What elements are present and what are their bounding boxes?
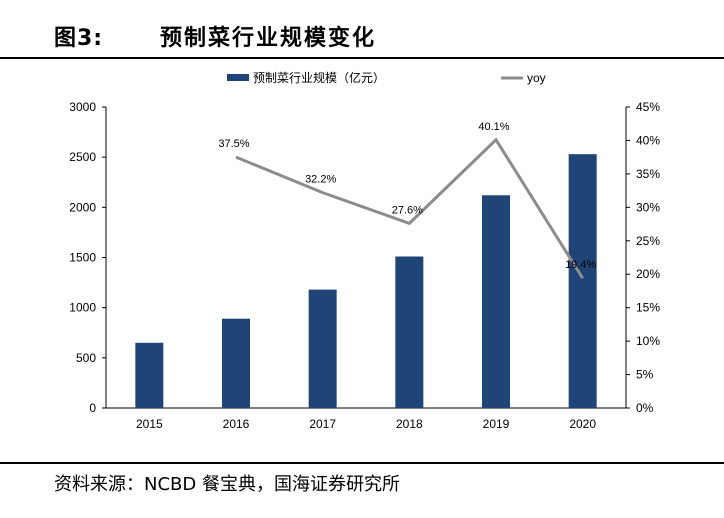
x-tick-label: 2016	[223, 417, 250, 431]
y-tick-label-right: 40%	[636, 133, 660, 147]
figure-label: 图3:	[54, 26, 104, 51]
y-tick-label-right: 15%	[636, 301, 660, 315]
legend-label-bar: 预制菜行业规模（亿元）	[253, 70, 385, 85]
data-label: 19.4%	[565, 259, 596, 271]
bar	[308, 289, 337, 408]
data-label: 27.6%	[392, 204, 423, 216]
x-tick-label: 2018	[396, 417, 423, 431]
y-tick-label-right: 35%	[636, 167, 660, 181]
x-tick-label: 2019	[483, 417, 510, 431]
legend-label-line: yoy	[527, 71, 546, 85]
bar	[482, 195, 510, 408]
x-tick-label: 2020	[569, 417, 596, 431]
header-rule	[0, 57, 724, 59]
y-tick-label-right: 20%	[636, 267, 660, 281]
y-tick-label-left: 2000	[69, 200, 96, 214]
y-tick-label-right: 5%	[636, 368, 654, 382]
yoy-line	[235, 137, 584, 280]
y-tick-label-right: 45%	[636, 100, 660, 114]
data-label: 40.1%	[478, 121, 509, 133]
bar	[222, 318, 250, 408]
bar	[135, 342, 164, 408]
y-tick-label-right: 0%	[636, 401, 654, 415]
y-tick-label-right: 10%	[636, 334, 660, 348]
x-tick-label: 2017	[309, 417, 336, 431]
source-note: 资料来源：NCBD 餐宝典，国海证券研究所	[54, 474, 400, 495]
bar	[395, 256, 424, 408]
x-tick-label: 2015	[136, 417, 163, 431]
bar	[568, 154, 597, 408]
y-tick-label-right: 25%	[636, 234, 660, 248]
y-tick-label-left: 1500	[69, 251, 96, 265]
legend-swatch-bar	[227, 74, 249, 81]
y-tick-label-left: 2500	[69, 150, 96, 164]
y-tick-label-right: 30%	[636, 200, 660, 214]
data-label: 37.5%	[218, 138, 249, 150]
y-tick-label-left: 0	[89, 401, 96, 415]
chart: 0 500 1000 1500 2000 2500 3000 0% 5% 10% 15% 20% 25%…	[69, 70, 660, 431]
y-tick-label-left: 500	[76, 351, 96, 365]
y-tick-label-left: 3000	[69, 100, 96, 114]
data-label: 32.2%	[305, 174, 336, 186]
figure-title: 预制菜行业规模变化	[160, 26, 377, 51]
y-tick-label-left: 1000	[69, 301, 96, 315]
figure-header: 图3: 预制菜行业规模变化	[0, 0, 724, 58]
footer-rule	[0, 462, 724, 464]
